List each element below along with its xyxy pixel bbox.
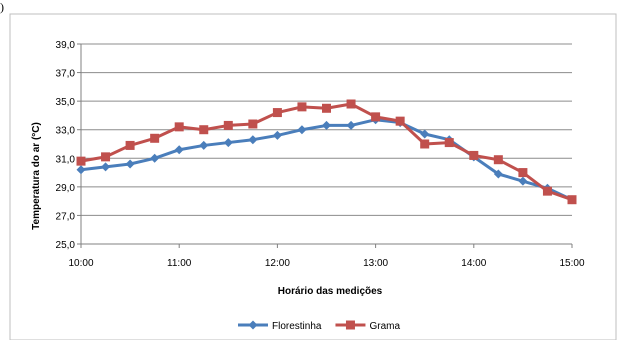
- x-tick-label: 11:00: [167, 258, 192, 269]
- data-point-grama: [493, 155, 503, 165]
- legend-label-grama: Grama: [369, 321, 400, 332]
- x-tick-label: 13:00: [363, 258, 388, 269]
- data-point-grama: [248, 119, 258, 129]
- data-point-grama: [297, 102, 307, 112]
- x-tick-label: 10:00: [68, 258, 93, 269]
- legend-marker-grama: [345, 320, 355, 330]
- y-tick-label: 25,0: [56, 240, 76, 251]
- data-point-grama: [150, 133, 160, 143]
- data-point-grama: [567, 195, 577, 205]
- data-point-florestinha: [297, 125, 307, 135]
- data-point-grama: [371, 112, 381, 122]
- series-layer: [76, 99, 577, 205]
- y-tick-label: 39,0: [56, 40, 76, 51]
- data-point-grama: [101, 152, 111, 162]
- y-tick-label: 29,0: [56, 183, 76, 194]
- data-point-florestinha: [493, 169, 503, 179]
- data-point-florestinha: [150, 153, 160, 163]
- data-point-florestinha: [420, 129, 430, 139]
- data-point-grama: [174, 122, 184, 132]
- x-axis-title: Horário das medições: [278, 286, 383, 297]
- data-point-florestinha: [248, 135, 258, 145]
- data-point-florestinha: [101, 162, 111, 172]
- legend-marker-florestinha: [248, 320, 258, 330]
- data-point-grama: [469, 150, 479, 160]
- data-point-grama: [125, 140, 135, 150]
- data-point-grama: [76, 156, 86, 166]
- y-tick-labels: 25,0 27,0 29,0 31,0 33,0 35,0 37,0 39,0: [56, 40, 76, 251]
- data-point-florestinha: [346, 120, 356, 130]
- y-tick-label: 37,0: [56, 69, 76, 80]
- data-point-florestinha: [322, 120, 331, 130]
- data-point-grama: [322, 103, 331, 113]
- data-point-grama: [346, 99, 356, 109]
- y-tick-label: 35,0: [56, 97, 76, 108]
- legend-label-florestinha: Florestinha: [272, 321, 322, 332]
- series-grama: [76, 99, 577, 205]
- y-axis-title: Temperatura do ar (°C): [31, 122, 42, 230]
- data-point-grama: [542, 186, 552, 196]
- legend: Florestinha Grama: [238, 320, 400, 332]
- data-point-florestinha: [174, 145, 184, 155]
- x-tick-label: 12:00: [265, 258, 290, 269]
- data-point-florestinha: [518, 176, 528, 186]
- data-point-grama: [444, 138, 454, 148]
- data-point-florestinha: [199, 140, 209, 150]
- y-tick-label: 27,0: [56, 211, 76, 222]
- data-point-florestinha: [223, 138, 233, 148]
- data-point-florestinha: [125, 159, 135, 169]
- y-tick-label: 31,0: [56, 154, 76, 165]
- data-point-grama: [223, 120, 233, 130]
- data-point-grama: [518, 168, 528, 178]
- x-tick-label: 14:00: [461, 258, 486, 269]
- data-point-grama: [395, 116, 405, 126]
- data-point-grama: [272, 108, 282, 118]
- data-point-grama: [420, 139, 430, 149]
- data-point-grama: [199, 125, 209, 135]
- data-point-florestinha: [272, 130, 282, 140]
- caption-fragment: ): [0, 0, 4, 14]
- x-tick-label: 15:00: [559, 258, 584, 269]
- chart-area-border: [9, 13, 617, 340]
- data-point-florestinha: [76, 165, 86, 175]
- x-tick-labels: 10:00 11:00 12:00 13:00 14:00 15:00: [68, 258, 584, 269]
- y-tick-label: 33,0: [56, 126, 76, 137]
